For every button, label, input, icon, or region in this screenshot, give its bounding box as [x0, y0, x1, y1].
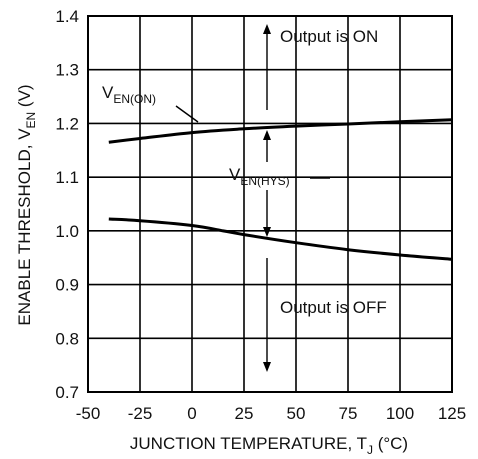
series-line-lower [108, 217, 453, 261]
v-en-on-label: VEN(ON) [102, 83, 156, 106]
x-tick-label: 50 [287, 404, 306, 423]
y-tick-label: 1.1 [55, 168, 79, 187]
y-tick-label: 1.2 [55, 114, 79, 133]
output-off-arrowhead [263, 362, 271, 372]
x-tick-label: 100 [386, 404, 414, 423]
v-en-hys-label-sub: EN(HYS) [240, 174, 289, 188]
x-tick-label: -25 [128, 404, 153, 423]
y-axis-label-sub: EN [24, 112, 38, 129]
v-en-hys-label: VEN(HYS) [229, 165, 290, 188]
y-tick-label: 1.3 [55, 61, 79, 80]
y-tick-label: 1.0 [55, 222, 79, 241]
y-tick-label: 0.8 [55, 329, 79, 348]
x-tick-label: 75 [339, 404, 358, 423]
curves [108, 118, 453, 261]
y-tick-label: 0.9 [55, 276, 79, 295]
hys-lower-arrowhead [263, 227, 271, 237]
x-tick-label: 125 [438, 404, 466, 423]
grid-lines [88, 16, 452, 392]
x-axis-label-sub: J [367, 443, 373, 457]
series-line-upper [108, 118, 453, 144]
x-axis-label-unit: (°C) [373, 434, 408, 453]
x-axis-label: JUNCTION TEMPERATURE, TJ (°C) [130, 434, 408, 457]
output-on-arrowhead [263, 24, 271, 34]
v-en-on-leader [175, 105, 199, 123]
x-tick-labels: -50 -25 0 25 50 75 100 125 [76, 404, 466, 423]
y-tick-label: 1.4 [55, 7, 79, 26]
y-tick-labels: 0.7 0.8 0.9 1.0 1.1 1.2 1.3 1.4 [55, 7, 79, 402]
plot-frame [87, 15, 453, 393]
y-axis-label-unit: (V) [15, 84, 34, 111]
y-axis-label-main: ENABLE THRESHOLD, V [15, 128, 34, 326]
v-en-on-label-main: V [102, 83, 114, 102]
x-axis-label-main: JUNCTION TEMPERATURE, T [130, 434, 367, 453]
output-off-label: Output is OFF [280, 298, 387, 317]
x-tick-label: 25 [235, 404, 254, 423]
v-en-on-label-sub: EN(ON) [113, 92, 156, 106]
x-tick-label: 0 [187, 404, 196, 423]
hys-upper-arrowhead [263, 130, 271, 140]
x-tick-label: -50 [76, 404, 101, 423]
output-on-label: Output is ON [280, 27, 378, 46]
y-axis-label: ENABLE THRESHOLD, VEN (V) [15, 84, 38, 325]
v-en-hys-label-main: V [229, 165, 241, 184]
y-tick-label: 0.7 [55, 383, 79, 402]
